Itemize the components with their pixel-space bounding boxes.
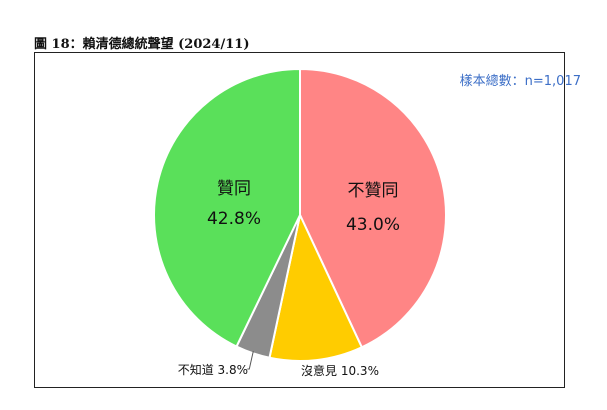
slice-value-approve: 42.8%	[207, 209, 261, 229]
slice-label-no-opinion: 沒意見 10.3%	[301, 363, 379, 378]
slice-label-unknown: 不知道 3.8%	[178, 363, 248, 377]
slice-label-disapprove: 不贊同	[348, 181, 399, 201]
chart-frame	[34, 52, 565, 388]
sample-size-note: 樣本總數：n=1,017	[459, 74, 581, 89]
figure-title: 圖 18：賴清德總統聲望 (2024/11)	[34, 37, 250, 52]
slice-value-disapprove: 43.0%	[346, 215, 400, 235]
slice-label-approve: 贊同	[217, 179, 251, 199]
leader-line-unknown	[247, 351, 254, 370]
pie-slice-3	[153, 67, 301, 348]
pie-slice-0	[299, 67, 447, 349]
